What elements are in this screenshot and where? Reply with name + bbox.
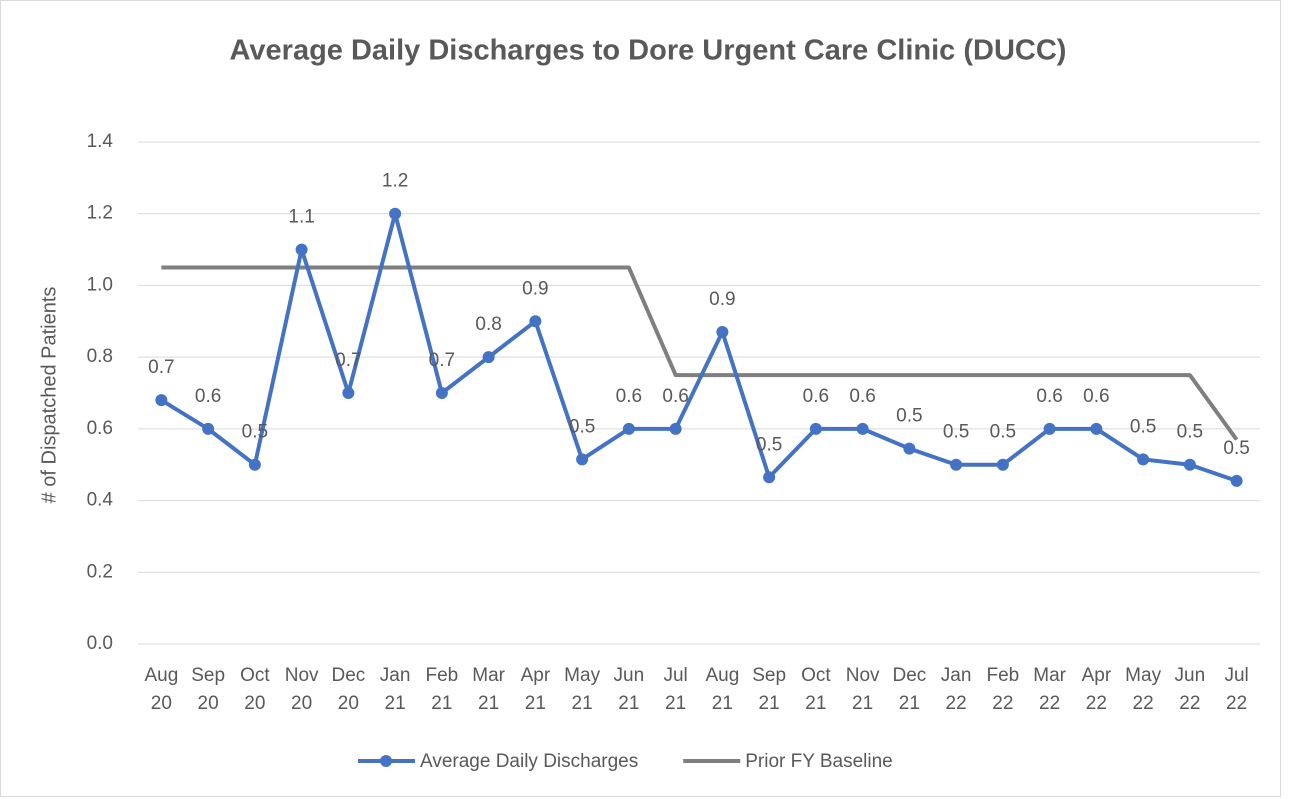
y-tick-label: 1.0 (87, 274, 113, 295)
x-tick-label: Aug 21 (705, 665, 740, 714)
data-point (809, 422, 822, 435)
x-tick-label: Jan 21 (379, 665, 411, 714)
x-tick-label: Apr 22 (1081, 665, 1112, 714)
data-point (1090, 422, 1103, 435)
data-label: 0.6 (803, 386, 829, 407)
y-axis-label: # of Dispatched Patients (38, 287, 60, 504)
x-tick-label: Jul 22 (1224, 665, 1249, 714)
data-point (389, 207, 402, 220)
line-series (160, 211, 1238, 483)
data-point (1183, 458, 1196, 471)
x-tick-label: Mar 21 (472, 665, 505, 714)
x-tick-label: May 22 (1125, 665, 1162, 714)
data-point (856, 422, 869, 435)
x-tick-label: Jun 21 (613, 665, 645, 714)
x-tick-label: Oct 20 (240, 665, 270, 714)
data-label: 0.5 (1177, 422, 1203, 443)
x-tick-label: Jun 22 (1174, 665, 1206, 714)
data-label: 1.1 (288, 207, 314, 228)
x-tick-label: Dec 21 (892, 665, 927, 714)
data-label: 0.6 (849, 386, 875, 407)
y-tick-label: 0.6 (87, 418, 113, 439)
x-tick-label: Sep 21 (752, 665, 787, 714)
legend-marker (380, 755, 392, 767)
data-point (950, 458, 963, 471)
data-point (342, 387, 355, 399)
x-tick-label: Aug 20 (144, 665, 179, 714)
x-tick-label: Jan 22 (940, 665, 972, 714)
data-label: 0.5 (569, 416, 595, 437)
x-tick-label: Nov 21 (845, 665, 880, 714)
data-point (716, 326, 729, 339)
data-label: 0.6 (662, 386, 688, 407)
y-tick-label: 1.2 (87, 203, 113, 224)
data-point (576, 453, 589, 466)
data-label: 0.6 (616, 386, 642, 407)
data-point (1043, 422, 1056, 435)
data-point (202, 422, 215, 435)
x-tick-label: May 21 (564, 665, 601, 714)
data-point (248, 458, 261, 471)
legend-label: Average Daily Discharges (420, 751, 638, 772)
data-label: 0.7 (335, 350, 361, 371)
y-tick-label: 0.0 (87, 633, 113, 654)
data-label: 0.5 (242, 422, 268, 443)
data-point (529, 315, 542, 328)
data-point (482, 351, 495, 364)
x-tick-label: Jul 21 (663, 665, 688, 714)
data-label: 0.9 (522, 278, 548, 299)
data-point (903, 442, 916, 455)
data-label: 0.5 (943, 422, 969, 443)
data-point (669, 422, 682, 435)
data-point (435, 387, 448, 399)
y-tick-label: 0.8 (87, 346, 113, 367)
data-point (763, 471, 776, 484)
data-label: 0.5 (1223, 438, 1249, 459)
data-point (1230, 474, 1243, 487)
data-label: 0.5 (990, 422, 1016, 443)
x-tick-label: Nov 20 (284, 665, 319, 714)
y-tick-label: 0.4 (87, 490, 114, 511)
x-tick-label: Feb 22 (986, 665, 1020, 714)
data-label: 0.8 (475, 314, 501, 335)
data-point (996, 458, 1009, 471)
data-point (155, 394, 168, 407)
data-label: 0.6 (1036, 386, 1062, 407)
line-series (161, 265, 1239, 441)
x-tick-label: Sep 20 (191, 665, 226, 714)
data-label: 1.2 (382, 171, 408, 192)
data-label: 0.7 (429, 350, 455, 371)
x-tick-label: Mar 22 (1033, 665, 1066, 714)
data-label: 0.6 (1083, 386, 1109, 407)
legend-label: Prior FY Baseline (745, 751, 893, 772)
data-label: 0.6 (195, 386, 221, 407)
data-point (622, 422, 635, 435)
x-tick-label: Oct 21 (801, 665, 831, 714)
x-tick-label: Feb 21 (425, 665, 459, 714)
x-tick-label: Dec 20 (331, 665, 366, 714)
y-tick-label: 1.4 (87, 131, 114, 152)
x-tick-label: Apr 21 (520, 665, 551, 714)
data-label: 0.5 (896, 406, 922, 427)
data-point (295, 243, 308, 256)
data-label: 0.9 (709, 289, 735, 310)
y-tick-label: 0.2 (87, 561, 113, 582)
data-label: 0.5 (1130, 416, 1156, 437)
data-label: 0.5 (756, 434, 782, 455)
data-point (1137, 453, 1150, 466)
chart-title: Average Daily Discharges to Dore Urgent … (230, 35, 1067, 67)
data-label: 0.7 (148, 357, 174, 378)
